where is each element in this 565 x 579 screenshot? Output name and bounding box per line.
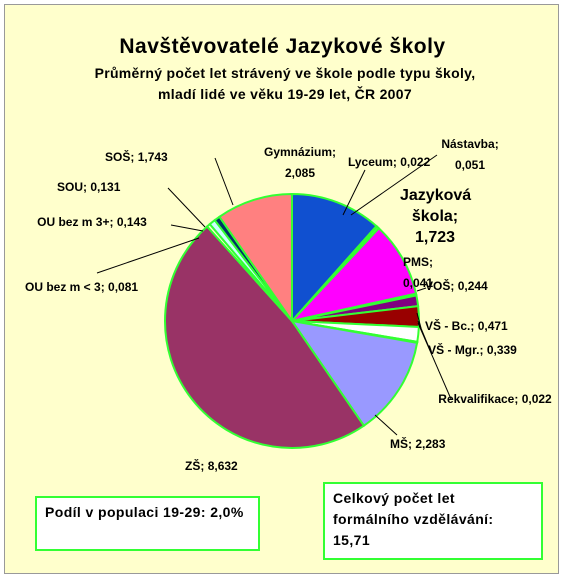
category: Gymnázium	[263, 145, 332, 159]
value-label: 0,081	[108, 280, 139, 294]
value-label: 8,632	[207, 459, 238, 473]
category: PMS	[403, 255, 430, 269]
annotation-box: Podíl v populaci 19-29: 2,0%	[35, 496, 260, 551]
value-label: 1,723	[414, 229, 456, 246]
category: VŠ - Mgr.	[428, 343, 480, 357]
leader-line	[350, 154, 438, 216]
category: SOU	[57, 180, 84, 194]
leader-line	[96, 237, 200, 274]
category: OU bez m < 3	[25, 280, 101, 294]
pie-slice	[289, 319, 419, 428]
pie-slice	[164, 225, 366, 449]
leader-line	[167, 187, 206, 228]
value-label: 2,085	[284, 166, 316, 180]
annotation: Celkový počet let formálního vzdělávání:…	[333, 490, 494, 548]
leader-line	[374, 414, 398, 436]
pie-slice	[291, 192, 378, 324]
value-label: 0,022	[521, 392, 552, 406]
value-label: 2,283	[415, 437, 446, 451]
pie-slice	[218, 192, 293, 325]
leader-line	[416, 287, 427, 292]
value-label: 0,041	[403, 276, 434, 290]
slice-label: Lyceum; 0,022	[348, 155, 431, 169]
category: Rekvalifikace	[438, 392, 515, 406]
slice-label: Jazyková škola; 1,723	[400, 187, 472, 246]
slice-label: ZŠ; 8,632	[185, 459, 238, 473]
category: ZŠ	[185, 459, 201, 473]
category: Jazyková škola	[400, 187, 472, 225]
value-label: 1,743	[137, 150, 168, 164]
slice-label: Gymnázium; 2,085	[263, 145, 336, 180]
category: Nástavba	[441, 137, 495, 151]
category: MŠ	[390, 437, 408, 451]
category: Lyceum	[348, 155, 393, 169]
value-label: 0,339	[486, 343, 517, 357]
slice-label: VŠ - Bc.; 0,471	[425, 319, 508, 333]
leader-line	[170, 224, 204, 232]
value-label: 0,471	[477, 319, 508, 333]
chart-subtitle: Průměrný počet let strávený ve škole pod…	[94, 65, 476, 102]
slice-label: Nástavba; 0,051	[441, 137, 499, 172]
chart: Navštěvovatelé Jazykové školy Průměrný p…	[4, 4, 559, 574]
annotation-box: Celkový počet let formálního vzdělávání:…	[323, 482, 543, 560]
chart-title: Navštěvovatelé Jazykové školy	[119, 35, 446, 58]
annotation: Podíl v populaci 19-29: 2,0%	[45, 504, 244, 520]
category: OU bez m 3+	[37, 215, 110, 229]
leader-line	[214, 157, 234, 206]
slice-label: VŠ - Mgr.; 0,339	[428, 343, 517, 357]
value-label: 0,143	[116, 215, 147, 229]
slice-label: SOŠ; 1,743	[105, 150, 168, 164]
slice-label: OU bez m 3+; 0,143	[37, 215, 147, 229]
category: VŠ - Bc.	[425, 319, 471, 333]
slice-label: SOU; 0,131	[57, 180, 121, 194]
pie-slice	[289, 226, 418, 323]
slice-label: Rekvalifikace; 0,022	[438, 392, 552, 406]
value-label: 0,051	[454, 158, 486, 172]
value-label: 0,131	[90, 180, 121, 194]
leader-line	[342, 169, 366, 216]
value-label: 0,022	[400, 155, 431, 169]
category: SOŠ	[105, 150, 131, 164]
slice-label: OU bez m < 3; 0,081	[25, 280, 139, 294]
slice-label: MŠ; 2,283	[390, 437, 446, 451]
slice-label: VOŠ; 0,244	[425, 279, 488, 293]
slice-label: PMS; 0,041	[403, 255, 434, 290]
pie	[96, 154, 452, 449]
leader-line	[417, 322, 452, 400]
value-label: 0,244	[457, 279, 488, 293]
category: VOŠ	[425, 279, 451, 293]
